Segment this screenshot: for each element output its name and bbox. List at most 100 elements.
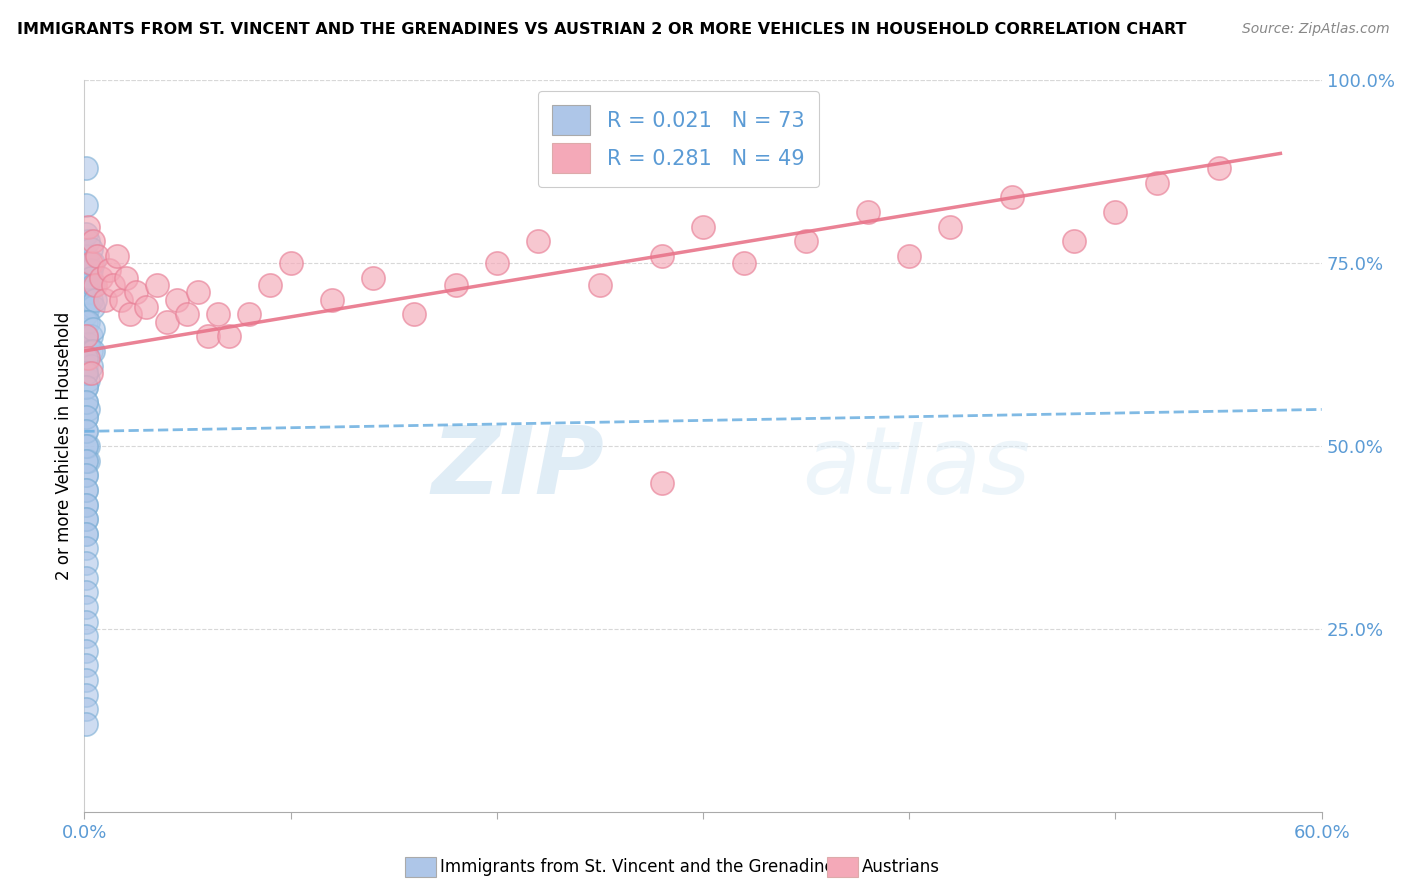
Point <box>321 293 343 307</box>
Point <box>77 373 100 387</box>
Point <box>238 307 260 321</box>
Point <box>77 285 100 300</box>
Point <box>77 219 100 234</box>
Point <box>75 249 97 263</box>
Point <box>75 380 97 394</box>
Point <box>651 475 673 490</box>
Point <box>1146 176 1168 190</box>
Text: Source: ZipAtlas.com: Source: ZipAtlas.com <box>1241 22 1389 37</box>
Point <box>187 285 209 300</box>
Point <box>75 468 97 483</box>
Point <box>75 307 97 321</box>
Point <box>75 343 97 358</box>
Point <box>856 205 879 219</box>
Point <box>77 439 100 453</box>
Point <box>82 322 104 336</box>
Point <box>280 256 302 270</box>
Point <box>75 658 97 673</box>
Point <box>83 293 105 307</box>
Point <box>98 263 121 277</box>
Legend: R = 0.021   N = 73, R = 0.281   N = 49: R = 0.021 N = 73, R = 0.281 N = 49 <box>537 91 818 187</box>
Point <box>79 329 101 343</box>
Point <box>82 278 104 293</box>
Point <box>75 556 97 570</box>
Point <box>90 270 112 285</box>
Point <box>75 409 97 424</box>
Point <box>589 278 612 293</box>
Point <box>1208 161 1230 175</box>
Point <box>75 439 97 453</box>
Point <box>733 256 755 270</box>
Point <box>692 219 714 234</box>
Point <box>75 161 97 175</box>
Point <box>75 483 97 497</box>
Point <box>75 526 97 541</box>
Point <box>75 359 97 373</box>
Point <box>77 402 100 417</box>
Point <box>118 307 141 321</box>
Text: Austrians: Austrians <box>862 858 939 876</box>
Point <box>105 249 128 263</box>
Point <box>82 256 104 270</box>
Point <box>75 366 97 380</box>
Point <box>404 307 426 321</box>
Point <box>77 278 100 293</box>
Point <box>79 359 101 373</box>
Point <box>77 256 100 270</box>
Point <box>110 293 132 307</box>
Point <box>75 227 97 241</box>
Point <box>75 702 97 716</box>
Point <box>77 336 100 351</box>
Point <box>94 293 117 307</box>
Point <box>75 329 97 343</box>
Point <box>79 343 101 358</box>
Point <box>75 395 97 409</box>
Point <box>75 644 97 658</box>
Point <box>75 599 97 614</box>
Point <box>75 717 97 731</box>
Point <box>197 329 219 343</box>
Point <box>75 351 97 366</box>
Point <box>79 293 101 307</box>
Point <box>75 541 97 556</box>
Point <box>77 315 100 329</box>
Point <box>1104 205 1126 219</box>
Point <box>83 278 105 293</box>
Text: IMMIGRANTS FROM ST. VINCENT AND THE GRENADINES VS AUSTRIAN 2 OR MORE VEHICLES IN: IMMIGRANTS FROM ST. VINCENT AND THE GREN… <box>17 22 1187 37</box>
Point <box>75 409 97 424</box>
Point <box>794 234 817 248</box>
Point <box>939 219 962 234</box>
Text: atlas: atlas <box>801 423 1031 514</box>
Point <box>75 329 97 343</box>
Point <box>75 483 97 497</box>
Point <box>79 366 101 380</box>
Point <box>79 256 101 270</box>
Point <box>75 425 97 439</box>
Point <box>444 278 467 293</box>
Point <box>75 380 97 394</box>
Point <box>75 293 97 307</box>
Point <box>114 270 136 285</box>
Point <box>75 498 97 512</box>
Point <box>527 234 550 248</box>
Point <box>651 249 673 263</box>
Point <box>82 343 104 358</box>
Point <box>1001 190 1024 204</box>
Text: Immigrants from St. Vincent and the Grenadines: Immigrants from St. Vincent and the Gren… <box>440 858 844 876</box>
Point <box>75 512 97 526</box>
Text: ZIP: ZIP <box>432 422 605 514</box>
Y-axis label: 2 or more Vehicles in Household: 2 or more Vehicles in Household <box>55 312 73 580</box>
Point <box>75 278 97 293</box>
Point <box>79 263 101 277</box>
Point <box>75 315 97 329</box>
Point <box>82 234 104 248</box>
Point <box>75 453 97 467</box>
Point <box>75 366 97 380</box>
Point <box>75 439 97 453</box>
Point <box>77 453 100 467</box>
Point <box>135 300 157 314</box>
Point <box>77 300 100 314</box>
Point <box>75 425 97 439</box>
Point <box>75 571 97 585</box>
Point <box>218 329 240 343</box>
